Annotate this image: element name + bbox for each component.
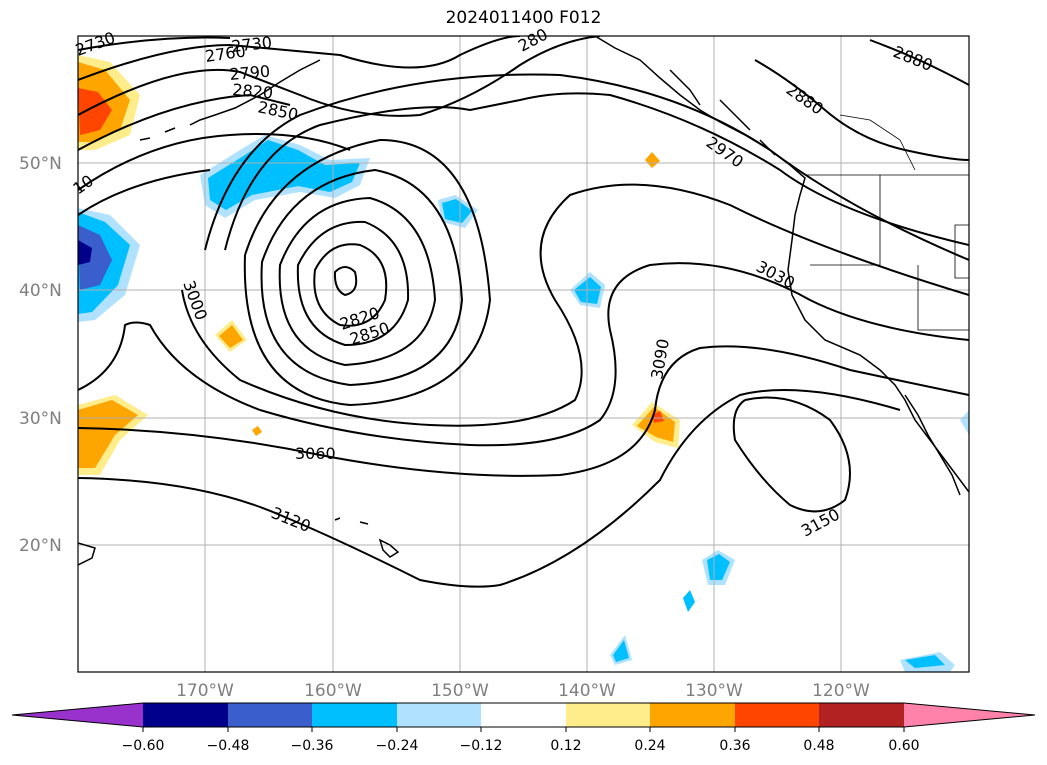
colorbar-tick-label: 0.48: [803, 738, 834, 754]
contour-label: 3060: [295, 444, 336, 463]
anomaly-patch-negative: [78, 240, 92, 265]
anomaly-patch-positive: [645, 152, 660, 168]
contour-line: [78, 345, 969, 477]
lon-label: 170°W: [176, 681, 234, 701]
anomaly-patch-negative: [905, 655, 945, 668]
colorbar: −0.60 −0.48 −0.36 −0.24 −0.12 0.12 0.24 …: [11, 702, 1036, 754]
colorbar-tick-label: −0.12: [460, 738, 503, 754]
lon-label: 140°W: [558, 681, 616, 701]
lat-label: 20°N: [19, 536, 62, 556]
colorbar-tick-label: −0.24: [376, 738, 419, 754]
lon-label: 130°W: [685, 681, 743, 701]
contour-line: [204, 73, 969, 261]
anomaly-patch-negative: [208, 140, 360, 210]
contour-line: [260, 168, 464, 387]
contour-line: [78, 93, 291, 151]
colorbar-extend-high: [904, 703, 1035, 727]
contour-line: [278, 196, 437, 367]
contour-label: 10: [69, 171, 97, 198]
anomaly-patch-negative: [442, 199, 472, 223]
political-borders: [805, 114, 970, 331]
contour-line: [754, 59, 969, 161]
anomaly-patch-positive: [78, 400, 138, 468]
baja-coast: [904, 394, 961, 496]
colorbar-segment: [819, 703, 904, 727]
colorbar-segment: [143, 703, 228, 727]
contour-line: [313, 243, 388, 327]
lon-label: 150°W: [431, 681, 489, 701]
contour-line: [78, 36, 521, 81]
map-frame: [77, 35, 970, 673]
contour-line: [78, 169, 211, 216]
anomaly-patch-negative: [707, 554, 730, 580]
west-land-edge: [78, 542, 96, 566]
contour-line: [181, 183, 969, 427]
lat-label: 50°N: [19, 154, 62, 174]
coastlines: [78, 36, 969, 566]
anomaly-patch-positive: [78, 88, 112, 135]
contour-label: 2820: [232, 80, 274, 102]
colorbar-tick-label: −0.48: [207, 738, 250, 754]
contour-line: [869, 39, 969, 86]
colorbar-tick-label: 0.24: [634, 738, 665, 754]
contour-line: [224, 92, 969, 251]
contour-line: [78, 36, 601, 117]
colorbar-segment: [312, 703, 397, 727]
aleutian-islands: [139, 59, 321, 141]
anomaly-patch-negative: [960, 410, 969, 435]
lat-label: 30°N: [19, 409, 62, 429]
contour-label: 2880: [783, 80, 827, 119]
colorbar-segment: [397, 703, 481, 727]
anomaly-patch-negative: [78, 225, 112, 290]
contour-line: [78, 133, 351, 191]
colorbar-segment: [735, 703, 819, 727]
contour-label: 3090: [647, 337, 673, 380]
colorbar-tick-label: 0.60: [888, 738, 919, 754]
height-contours: [78, 36, 969, 588]
lon-label: 160°W: [304, 681, 362, 701]
colorbar-tick-label: −0.36: [291, 738, 334, 754]
contour-label: 2730: [230, 33, 272, 56]
anomaly-patch-positive: [652, 411, 664, 423]
colorbar-segment: [650, 703, 735, 727]
contour-label: 2850: [256, 97, 300, 124]
anomaly-patch-negative: [613, 640, 629, 662]
colorbar-tick-label: 0.36: [719, 738, 750, 754]
contour-line: [732, 396, 851, 513]
contour-line: [78, 262, 969, 447]
colorbar-tick-label: −0.60: [122, 738, 165, 754]
anomaly-shading: [78, 55, 969, 672]
hawaii-islands: [334, 517, 400, 558]
anomaly-patch-positive: [219, 325, 243, 348]
contour-line: [296, 220, 410, 347]
colorbar-extend-low: [12, 703, 143, 727]
contour-line: [243, 138, 492, 407]
contour-label: 2730: [73, 28, 118, 60]
contour-label: 3030: [753, 257, 798, 293]
contour-line: [333, 266, 358, 297]
longitude-labels: 170°W 160°W 150°W 140°W 130°W 120°W: [176, 681, 870, 701]
anomaly-patch-negative: [683, 590, 695, 612]
anomaly-patch-positive: [637, 407, 675, 442]
contour-line: [78, 389, 901, 588]
contour-line: [78, 36, 231, 51]
colorbar-segment: [228, 703, 312, 727]
lat-label: 40°N: [19, 281, 62, 301]
north-america-coast: [594, 36, 969, 493]
colorbar-segment: [566, 703, 650, 727]
contour-label: 2790: [229, 62, 271, 84]
map-title: 2024011400 F012: [445, 8, 602, 28]
latitude-labels: 50°N 40°N 30°N 20°N: [19, 154, 62, 556]
anomaly-patch-positive: [252, 426, 262, 436]
lon-label: 120°W: [812, 681, 870, 701]
colorbar-tick-label: 0.12: [550, 738, 581, 754]
contour-label: 3120: [269, 503, 314, 536]
map-gridlines: [78, 36, 969, 672]
contour-label: 2880: [891, 42, 936, 75]
colorbar-segment: [481, 703, 566, 727]
